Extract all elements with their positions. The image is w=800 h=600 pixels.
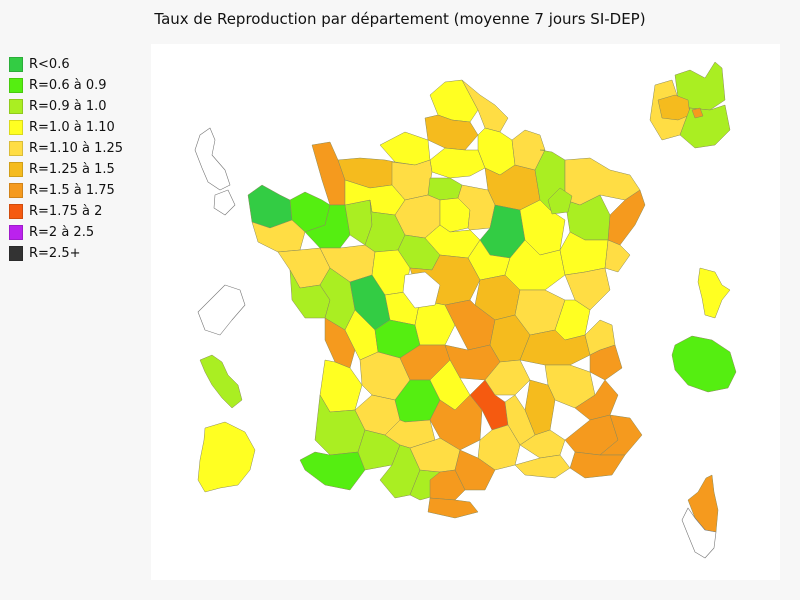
legend-swatch [9, 78, 23, 93]
department-pyrenees-atlantiques [299, 451, 366, 491]
dept-mayotte [697, 267, 731, 319]
overseas-guadeloupe [194, 127, 236, 216]
department-bretagne-finistere [247, 184, 293, 229]
legend-swatch [9, 246, 23, 261]
department-oise [429, 147, 486, 179]
outline-martinique [197, 284, 246, 336]
mainland-france [247, 79, 646, 519]
legend-label: R=1.0 à 1.10 [29, 120, 115, 135]
department-haute-saone-extra [547, 187, 573, 215]
outline-guadeloupe-east [213, 189, 236, 216]
legend-item-r-1-5-1-75: R=1.5 à 1.75 [9, 180, 149, 201]
legend-swatch [9, 141, 23, 156]
outline-corse-du-sud [681, 507, 717, 559]
legend-item-r-1-75-2: R=1.75 à 2 [9, 201, 149, 222]
inset-ile-de-france [649, 61, 731, 149]
legend-item-r-1-10-1-25: R=1.10 à 1.25 [9, 138, 149, 159]
overseas-martinique-outline [197, 284, 246, 336]
map-panel [151, 44, 780, 580]
legend-item-r-lt-0-6: R<0.6 [9, 54, 149, 75]
legend-label: R=1.25 à 1.5 [29, 162, 115, 177]
inset-paris [657, 94, 691, 121]
overseas-corse [681, 474, 719, 559]
legend-item-r-2-5-plus: R=2.5+ [9, 243, 149, 264]
legend-item-r-2-2-5: R=2 à 2.5 [9, 222, 149, 243]
inset-dept-small [691, 107, 704, 119]
france-map [194, 61, 737, 559]
department-pyrenees-orientales [427, 497, 479, 519]
legend-label: R=1.10 à 1.25 [29, 141, 124, 156]
legend-label: R=0.6 à 0.9 [29, 78, 107, 93]
legend-label: R=1.5 à 1.75 [29, 183, 115, 198]
legend-label: R=2.5+ [29, 246, 81, 261]
legend-item-r-0-9-1-0: R=0.9 à 1.0 [9, 96, 149, 117]
dept-martinique [199, 354, 243, 409]
department-manche [311, 141, 346, 206]
legend-swatch [9, 162, 23, 177]
department-bouches-du-rhone [514, 454, 571, 479]
legend-swatch [9, 120, 23, 135]
overseas-mayotte [697, 267, 731, 319]
legend: R<0.6 R=0.6 à 0.9 R=0.9 à 1.0 R=1.0 à 1.… [9, 54, 149, 264]
overseas-guyane [197, 421, 256, 493]
dept-guyane [197, 421, 256, 493]
legend-item-r-0-6-0-9: R=0.6 à 0.9 [9, 75, 149, 96]
legend-label: R=2 à 2.5 [29, 225, 95, 240]
inset-dept-east [679, 104, 731, 149]
legend-swatch [9, 225, 23, 240]
legend-swatch [9, 204, 23, 219]
legend-label: R=0.9 à 1.0 [29, 99, 107, 114]
legend-item-r-1-0-1-10: R=1.0 à 1.10 [9, 117, 149, 138]
department-morbihan [251, 219, 306, 253]
legend-swatch [9, 99, 23, 114]
department-seine-maritime [379, 131, 431, 166]
overseas-martinique [199, 354, 243, 409]
legend-swatch [9, 183, 23, 198]
department-gironde [319, 359, 363, 413]
outline-guadeloupe [194, 127, 231, 191]
legend-label: R=1.75 à 2 [29, 204, 103, 219]
legend-swatch [9, 57, 23, 72]
chart-title: Taux de Reproduction par département (mo… [154, 10, 646, 28]
department-essonne-hole [402, 271, 441, 309]
overseas-reunion [671, 335, 737, 393]
legend-item-r-1-25-1-5: R=1.25 à 1.5 [9, 159, 149, 180]
department-var [569, 451, 626, 479]
dept-reunion [671, 335, 737, 393]
legend-label: R<0.6 [29, 57, 70, 72]
department-val-d-oise-paris [427, 177, 463, 201]
department-haut-rhin [604, 239, 631, 273]
